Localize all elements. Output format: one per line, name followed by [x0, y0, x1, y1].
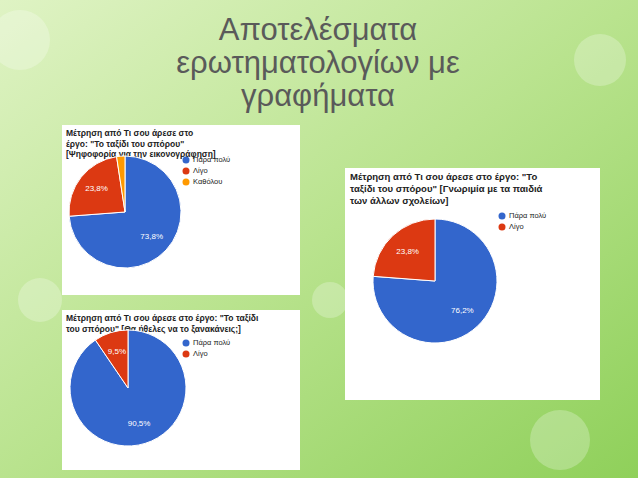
data-label: 76,2%	[451, 306, 474, 315]
pie-slice	[69, 156, 181, 268]
background	[0, 0, 638, 478]
legend-label: Πάρα πολύ	[509, 211, 546, 220]
slide: Αποτελέσματαερωτηματολογίων μεγραφήματα Μ…	[0, 0, 638, 478]
slide-title: Αποτελέσματαερωτηματολογίων μεγραφήματα	[176, 12, 460, 113]
pie: 90,5% 9,5%	[70, 330, 186, 446]
text-line: Μέτρηση από Τι σου άρεσε στο έργο: "Το τ…	[66, 313, 259, 323]
data-label: 23,8%	[396, 247, 419, 256]
text-line: Μέτρηση από Τι σου άρεσε στο	[66, 128, 193, 138]
chart: Μέτρηση από Τι σου άρεσε στοέργο: "Το τα…	[62, 125, 300, 295]
decoration	[530, 410, 590, 470]
legend-label: Καθόλου	[193, 177, 222, 186]
legend-swatch	[499, 224, 506, 231]
chart-title: Μέτρηση από Τι σου άρεσε στο έργο: "Τοτα…	[350, 171, 543, 206]
legend-swatch	[183, 179, 190, 186]
pie-slice	[95, 330, 128, 388]
decoration	[312, 282, 348, 318]
pie-slice	[70, 330, 186, 446]
chart: Μέτρηση από Τι σου άρεσε στο έργο: "Το τ…	[62, 310, 300, 470]
legend: Πάρα πολύ Λίγο Καθόλου	[183, 155, 231, 186]
text-line: ερωτηματολογίων με	[176, 45, 460, 80]
text-line: των άλλων σχολείων]	[350, 195, 449, 206]
data-label: 90,5%	[128, 419, 151, 428]
chart-title: Μέτρηση από Τι σου άρεσε στο έργο: "Το τ…	[66, 313, 259, 334]
chart-panel	[62, 125, 300, 295]
text-line: του σπόρου" [Θα ήθελες να το ξανακάνεις;…	[66, 324, 241, 334]
pie: 76,2% 23,8%	[373, 219, 497, 343]
pie-slice	[117, 156, 125, 212]
legend: Πάρα πολύ Λίγο	[183, 338, 231, 358]
legend: Πάρα πολύ Λίγο	[499, 211, 547, 231]
data-label: 9,5%	[108, 347, 126, 356]
chart: Μέτρηση από Τι σου άρεσε στο έργο: "Τοτα…	[345, 168, 600, 400]
legend-label: Λίγο	[193, 166, 208, 175]
legend-swatch	[499, 213, 506, 220]
text-line: Μέτρηση από Τι σου άρεσε στο έργο: "Το	[350, 171, 537, 182]
data-label: 23,8%	[85, 184, 108, 193]
legend-swatch	[183, 351, 190, 358]
decoration	[0, 10, 50, 70]
decoration	[18, 278, 62, 322]
text-line: έργο: "Το ταξίδι του σπόρου"	[66, 139, 184, 149]
legend-label: Λίγο	[193, 349, 208, 358]
pie-slice	[69, 157, 125, 217]
legend-swatch	[183, 168, 190, 175]
legend-label: Πάρα πολύ	[193, 338, 230, 347]
text-line: γραφήματα	[241, 78, 395, 113]
chart-panel	[345, 168, 600, 400]
data-label: 73,8%	[140, 232, 163, 241]
pie-slice	[373, 219, 497, 343]
legend-swatch	[183, 157, 190, 164]
pie-slice	[373, 219, 435, 281]
pie: 73,8% 23,8%	[69, 156, 181, 268]
legend-label: Πάρα πολύ	[193, 155, 230, 164]
decoration	[574, 34, 626, 86]
legend-label: Λίγο	[509, 222, 524, 231]
text-line: ταξίδι του σπόρου" [Γνωριμία με τα παιδι…	[350, 183, 543, 194]
chart-panel	[62, 310, 300, 470]
text-line: Αποτελέσματα	[219, 12, 418, 47]
legend-swatch	[183, 340, 190, 347]
